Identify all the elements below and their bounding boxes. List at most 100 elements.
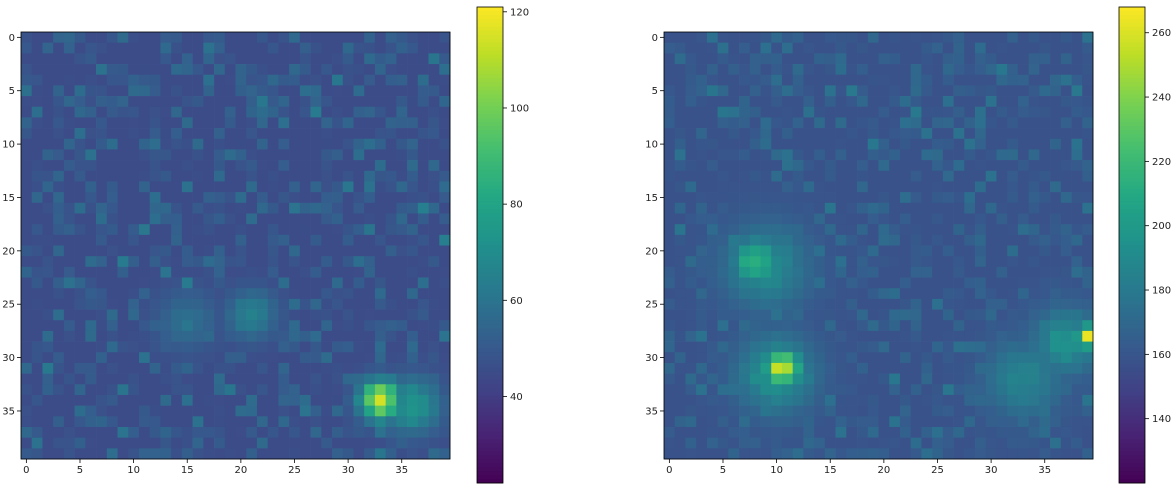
heatmap-cell [171,298,183,310]
heatmap-cell [321,234,333,246]
heatmap-cell [996,437,1008,449]
heatmap-cell [664,341,676,353]
heatmap-cell [921,32,933,44]
heatmap-cell [985,384,997,396]
heatmap-cell [310,53,322,65]
heatmap-cell [878,277,890,289]
heatmap-cell [1017,138,1029,150]
heatmap-cell [53,74,65,86]
heatmap-cell [824,85,836,97]
heatmap-cell [407,224,419,236]
heatmap-cell [803,320,815,332]
heatmap-cell [128,106,140,118]
heatmap-cell [289,352,301,364]
heatmap-cell [706,448,718,460]
heatmap-cell [160,117,172,129]
heatmap-cell [407,362,419,374]
heatmap-cell [42,330,54,342]
heatmap-cell [417,213,429,225]
heatmap-cell [706,117,718,129]
heatmap-cell [921,85,933,97]
heatmap-cell [224,192,236,204]
heatmap-cell [203,362,215,374]
heatmap-cell [21,138,33,150]
heatmap-cell [138,309,151,321]
heatmap-cell [160,74,172,86]
colorbar-segment [1119,256,1145,262]
heatmap-cell [128,128,140,140]
heatmap-cell [224,416,236,428]
heatmap-cell [760,138,772,150]
heatmap-cell [417,181,429,193]
heatmap-cell [171,64,183,76]
heatmap-cell [128,53,140,65]
heatmap-cell [728,32,740,44]
heatmap-cell [203,42,215,54]
colorbar-segment [477,296,503,301]
heatmap-cell [278,234,290,246]
heatmap-cell [439,64,451,76]
heatmap-cell [21,64,33,76]
heatmap-cell [321,341,333,353]
heatmap-cell [739,96,751,108]
heatmap-cell [224,96,236,108]
heatmap-cell [192,85,204,97]
heatmap-cell [921,224,933,236]
heatmap-cell [203,181,215,193]
heatmap-cell [706,320,718,332]
heatmap-cell [1060,352,1072,364]
heatmap-cell [835,288,847,300]
heatmap-cell [824,170,836,182]
x-tick-label: 5 [720,465,726,476]
heatmap-cell [1007,330,1019,342]
heatmap-cell [192,53,204,65]
heatmap-cell [181,106,193,118]
heatmap-cell [953,74,965,86]
heatmap-cell [964,437,976,449]
heatmap-cell [846,288,858,300]
colorbar-tick-label: 260 [1152,28,1171,39]
heatmap-cell [846,192,858,204]
heatmap-cell [106,149,118,161]
heatmap-cell [932,266,944,278]
heatmap-cell [396,426,408,439]
heatmap-cell [814,202,826,214]
heatmap-cell [996,298,1008,310]
heatmap-cell [846,170,858,182]
heatmap-cell [353,341,365,353]
heatmap-cell [1007,160,1019,172]
heatmap-cell [953,405,965,417]
heatmap-cell [760,384,772,396]
heatmap-cell [246,42,258,54]
heatmap-cell [96,416,108,428]
heatmap-cell [1028,170,1040,182]
heatmap-cell [428,448,440,460]
heatmap-cell [910,330,922,342]
heatmap-cell [760,202,772,214]
heatmap-cell [63,32,75,44]
heatmap-cell [1060,32,1072,44]
heatmap-cell [342,138,354,150]
heatmap-cell [835,352,847,364]
heatmap-cell [685,64,697,76]
heatmap-cell [364,224,376,236]
heatmap-cell [428,234,440,246]
heatmap-cell [771,202,783,214]
heatmap-cell [214,128,226,140]
heatmap-cell [996,149,1008,161]
heatmap-cell [685,384,697,396]
heatmap-cell [771,341,783,353]
heatmap-cell [63,245,75,257]
heatmap-cell [674,170,686,182]
heatmap-cell [192,192,204,204]
heatmap-cell [878,53,890,65]
heatmap-cell [964,288,976,300]
heatmap-cell [664,266,676,278]
heatmap-cell [63,117,75,129]
heatmap-cell [996,330,1008,342]
heatmap-cell [814,138,826,150]
colorbar-segment [1119,336,1145,341]
heatmap-cell [1071,277,1083,289]
colorbar-segment [1119,324,1145,329]
heatmap-cell [717,128,729,140]
